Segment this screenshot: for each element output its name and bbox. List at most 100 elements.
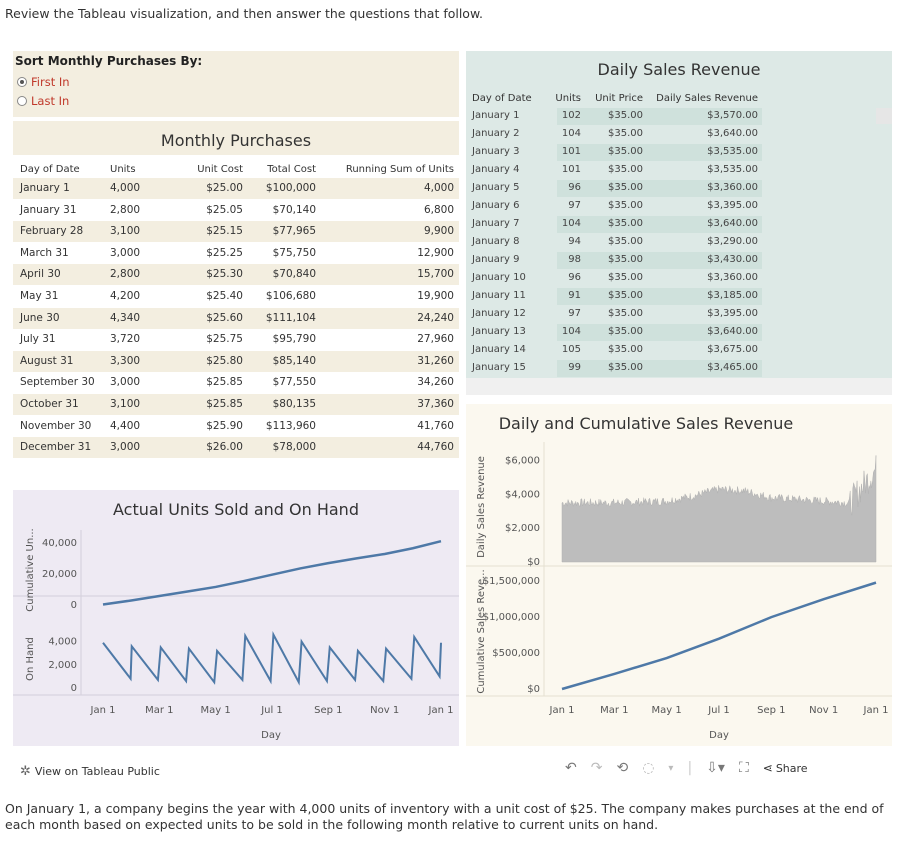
undo-icon[interactable]: ↶ [565, 760, 577, 776]
y-tick-label: $500,000 [492, 648, 540, 659]
daily-sales-cell: $35.00 [608, 272, 643, 283]
daily-sales-cell: 97 [568, 308, 581, 319]
table-row: December 31 3,000 $26.00 $78,000 44,760 [13, 437, 459, 458]
table-cell: $25.40 [206, 290, 243, 302]
table-cell: September 30 [20, 376, 95, 388]
units-chart-title: Actual Units Sold and On Hand [113, 500, 359, 519]
column-header: Unit Cost [197, 164, 243, 175]
daily-sales-cell: $35.00 [608, 290, 643, 301]
table-row: February 28 3,100 $25.15 $77,965 9,900 [13, 221, 459, 242]
daily-sales-cell: $35.00 [608, 128, 643, 139]
y-tick-label: $1,000,000 [483, 612, 540, 623]
column-header: Units [110, 164, 136, 175]
daily-sales-cell: January 1 [472, 110, 520, 121]
revenue-chart-panel [466, 404, 892, 746]
table-cell: $113,960 [265, 420, 316, 432]
table-cell: $25.30 [206, 268, 243, 280]
row-band [557, 144, 762, 161]
table-cell: $25.85 [206, 376, 243, 388]
table-cell: $100,000 [265, 182, 316, 194]
y-axis-label: Cumulative Sales Reve... [476, 569, 487, 693]
daily-sales-cell: 104 [561, 128, 581, 139]
daily-sales-cell: $35.00 [608, 362, 643, 373]
radio-first-in[interactable]: First In [17, 75, 70, 89]
table-cell: $26.00 [206, 441, 243, 453]
daily-sales-cell: 102 [561, 110, 581, 121]
daily-sales-cell: $35.00 [608, 164, 643, 175]
row-band [557, 216, 762, 233]
fullscreen-icon[interactable]: ⛶ [738, 760, 749, 776]
radio-last-in[interactable]: Last In [17, 94, 69, 108]
table-cell: $78,000 [272, 441, 316, 453]
daily-sales-cell: $3,570.00 [707, 110, 758, 121]
share-button[interactable]: ⋖ Share [762, 761, 808, 775]
y-tick-label: $0 [527, 684, 540, 695]
redo-icon[interactable]: ↷ [590, 760, 603, 776]
row-band [557, 288, 762, 305]
table-cell: $80,135 [272, 398, 316, 410]
daily-sales-cell: January 15 [472, 362, 526, 373]
row-band [557, 108, 762, 125]
y-tick-label: $6,000 [505, 455, 540, 466]
daily-sales-title: Daily Sales Revenue [597, 60, 761, 79]
daily-sales-cell: $3,290.00 [707, 236, 758, 247]
download-icon[interactable]: ⇩▾ [706, 760, 725, 776]
table-cell: 3,100 [110, 225, 141, 237]
row-band [557, 180, 762, 197]
x-tick-label: Jan 1 [863, 705, 889, 716]
revert-icon[interactable]: ⟲ [616, 760, 629, 776]
y-tick-label: 2,000 [48, 660, 77, 671]
units-chart-panel [13, 490, 459, 746]
daily-sales-cell: $3,360.00 [707, 272, 758, 283]
daily-sales-column-header: Day of Date [472, 93, 532, 104]
table-cell: January 1 [20, 182, 70, 194]
x-tick-label: Jan 1 [428, 705, 454, 716]
table-cell: 3,100 [110, 398, 141, 410]
table-cell: $111,104 [265, 312, 316, 324]
table-cell: $25.25 [206, 247, 243, 259]
y-tick-label: 0 [71, 600, 77, 611]
row-band [557, 324, 762, 341]
y-axis-label: Cumulative Un... [25, 528, 36, 611]
footer-text: On January 1, a company begins the year … [5, 801, 884, 832]
table-cell: March 31 [20, 247, 69, 259]
view-on-tableau-link[interactable]: ✲ View on Tableau Public [20, 764, 160, 779]
daily-sales-cell: 99 [568, 362, 581, 373]
table-cell: May 31 [20, 290, 59, 302]
chevron-down-icon[interactable]: ▾ [668, 762, 674, 774]
table-cell: $77,550 [272, 376, 316, 388]
y-tick-label: $4,000 [505, 489, 540, 500]
column-header: Running Sum of Units [345, 164, 454, 175]
table-cell: 4,000 [110, 182, 141, 194]
table-cell: $95,790 [272, 333, 316, 345]
daily-sales-cell: 96 [568, 272, 581, 283]
daily-sales-cell: 101 [561, 164, 581, 175]
daily-sales-cell: 98 [568, 254, 581, 265]
table-cell: $25.00 [206, 182, 243, 194]
y-axis-label: On Hand [25, 637, 36, 681]
daily-sales-column-header: Units [555, 93, 581, 104]
daily-sales-cell: $35.00 [608, 200, 643, 211]
table-cell: January 31 [20, 204, 77, 216]
scrollbar-thumb[interactable] [876, 108, 892, 124]
pause-icon[interactable]: ◌ [642, 760, 655, 776]
table-cell: $70,840 [272, 268, 316, 280]
table-cell: $25.90 [206, 420, 243, 432]
table-row: October 31 3,100 $25.85 $80,135 37,360 [13, 394, 459, 415]
table-cell: 19,900 [417, 290, 454, 302]
table-cell: 4,200 [110, 290, 141, 302]
table-row: January 31 2,800 $25.05 $70,140 6,800 [13, 200, 459, 221]
x-tick-label: Mar 1 [145, 705, 173, 716]
x-tick-label: May 1 [652, 705, 682, 716]
cumulative-units-line [102, 540, 442, 606]
revenue-chart: $0 $2,000 $4,000 $6,000 Daily Sales Revenue $… [466, 442, 892, 741]
horizontal-scrollbar[interactable] [466, 378, 892, 395]
table-row: January 1 4,000 $25.00 $100,000 4,000 [13, 178, 459, 199]
daily-sales-cell: $35.00 [608, 218, 643, 229]
revenue-chart-title: Daily and Cumulative Sales Revenue [498, 414, 794, 433]
x-tick-label: Mar 1 [600, 705, 628, 716]
x-tick-label: May 1 [201, 705, 231, 716]
daily-sales-cell: January 11 [472, 290, 526, 301]
column-header: Total Cost [267, 164, 316, 175]
x-axis-label: Day [261, 730, 281, 741]
